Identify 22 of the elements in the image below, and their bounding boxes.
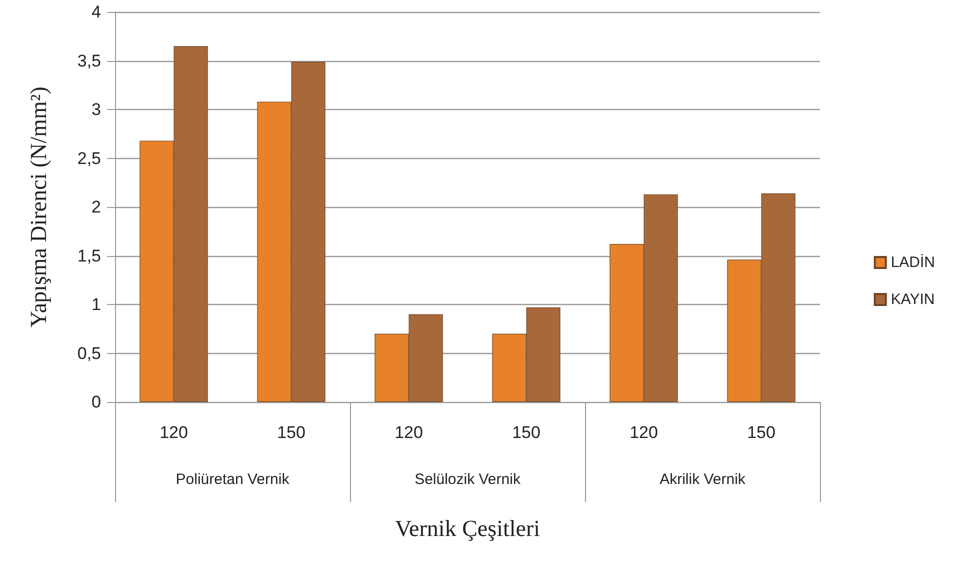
text: Poliüretan Vernik: [176, 471, 290, 488]
y-tick-label: 3: [92, 100, 101, 119]
text: Selülozik Vernik: [414, 471, 521, 488]
x-tick-label: 120: [630, 423, 658, 442]
x-tick-label: 150: [277, 423, 306, 442]
x-tick-label: 120: [160, 423, 188, 442]
x-tick-label: 150: [512, 423, 540, 442]
y-tick-label: 0,5: [77, 344, 101, 363]
x-tick-label: 120: [394, 423, 423, 442]
y-tick-label: 1,5: [77, 246, 101, 266]
y-tick-label: 2: [92, 198, 101, 216]
legend-label: LADİN: [890, 253, 936, 271]
legend-label: KAYIN: [890, 291, 935, 308]
y-tick-label: 0: [92, 392, 101, 412]
y-tick-label: 2,5: [77, 148, 101, 168]
y-tick-label: 3,5: [77, 51, 101, 70]
x-axis-title: Vernik Çeşitleri: [395, 516, 540, 541]
y-axis-title: Yapışma Direnci (N/mm²): [26, 86, 51, 328]
y-tick-label: 1: [92, 295, 101, 314]
y-tick-label: 4: [92, 2, 101, 22]
x-tick-label: 150: [747, 423, 776, 442]
text: Akrilik Vernik: [660, 471, 746, 488]
